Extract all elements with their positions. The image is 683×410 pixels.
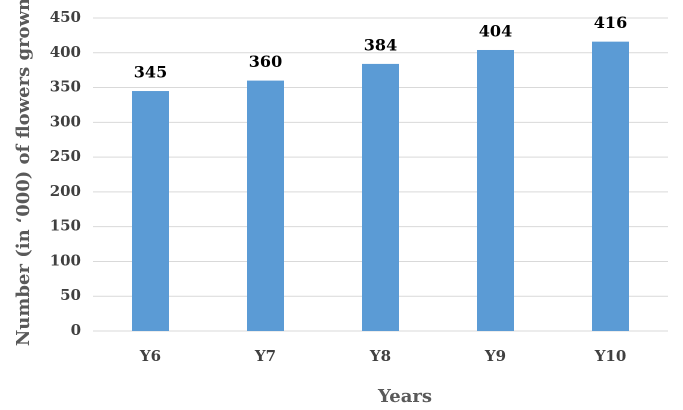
y-tick-label: 100: [50, 251, 81, 269]
x-tick-label: Y6: [139, 347, 161, 365]
data-label: 404: [479, 21, 512, 40]
bar: [247, 80, 284, 331]
bar: [477, 49, 514, 332]
y-tick-label: 350: [50, 78, 81, 96]
bar: [362, 63, 399, 331]
y-tick-label: 400: [50, 43, 81, 61]
data-label: 360: [249, 52, 282, 71]
x-axis-title: Years: [377, 386, 432, 407]
y-tick-label: 0: [71, 321, 81, 339]
x-tick-label: Y7: [254, 347, 276, 365]
y-tick-label: 300: [50, 112, 81, 130]
data-label: 345: [134, 63, 167, 82]
x-tick-label: Y9: [484, 347, 506, 365]
y-tick-label: 250: [50, 147, 81, 165]
bar: [132, 91, 169, 332]
x-tick-label: Y10: [594, 347, 627, 365]
bar: [592, 41, 629, 331]
y-tick-label: 50: [60, 286, 81, 304]
y-tick-label: 200: [50, 182, 81, 200]
data-label: 384: [364, 35, 397, 54]
data-label: 416: [594, 13, 627, 32]
y-axis-title: Number (in ‘000) of flowers grown: [13, 0, 34, 346]
y-tick-label: 150: [50, 217, 81, 235]
y-tick-label: 450: [50, 8, 81, 26]
x-tick-label: Y8: [369, 347, 391, 365]
